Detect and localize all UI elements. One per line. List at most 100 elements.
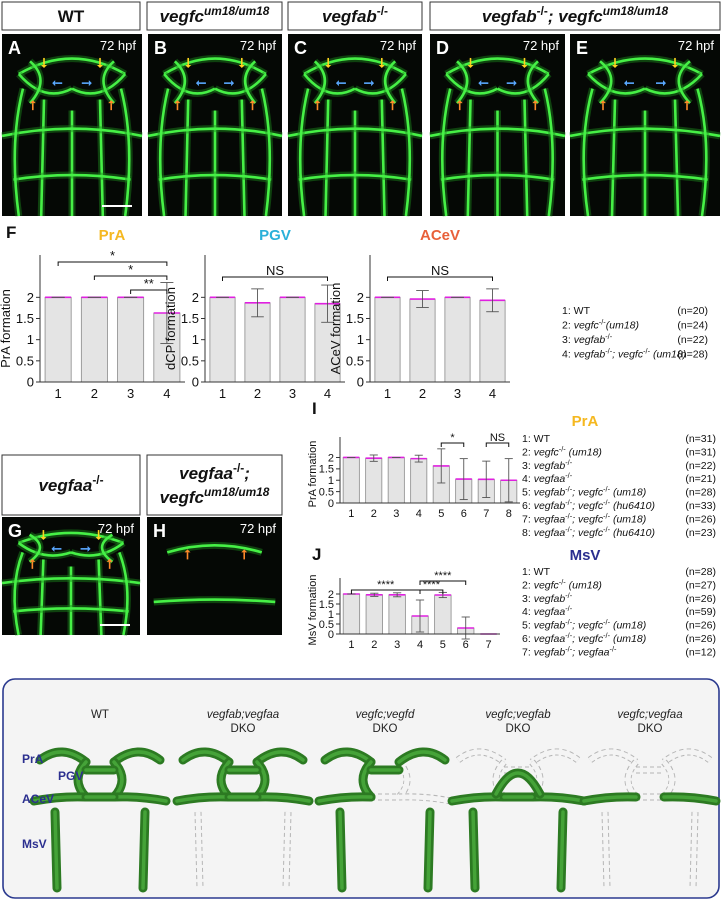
bar (365, 594, 383, 635)
arrow-head (612, 64, 618, 68)
y-tick-label: 0 (328, 498, 334, 510)
error-bar (251, 288, 264, 318)
legend-n: (n=26) (685, 513, 716, 525)
bar (342, 457, 360, 504)
x-tick-label: 1 (219, 386, 226, 401)
text-segment: 1: WT (522, 566, 551, 578)
text-segment: um18/um18 (603, 4, 669, 18)
vessel-highlight (338, 810, 344, 890)
error-bar (437, 448, 446, 484)
y-tick-label: 1.5 (181, 311, 199, 326)
y-axis-label: PrA formation (307, 441, 319, 508)
absent-vessel-core (690, 811, 698, 889)
legend-n: (n=26) (685, 633, 716, 645)
column-subtitle: DKO (638, 723, 663, 735)
vessel-highlight (53, 810, 59, 890)
arrow-head (249, 100, 256, 104)
chart-title: MsV (570, 547, 601, 564)
vessel (612, 100, 615, 216)
arrow-head (41, 64, 47, 68)
vessel (71, 543, 123, 556)
significance-label: * (450, 432, 455, 444)
vessel-highlight (255, 750, 305, 764)
legend-entry: 7: vegfab-/-; vegfaa-/- (522, 644, 617, 659)
panel-letter: B (154, 38, 167, 58)
legend-n: (n=28) (685, 566, 716, 578)
genotype-label: vegfcum18/um18 (160, 4, 270, 26)
header-box (146, 1, 283, 31)
text-segment: vegfaa (179, 464, 233, 483)
vessel (262, 89, 270, 216)
absent-vessel-core (530, 749, 580, 765)
vessels (430, 59, 565, 216)
vessels (154, 545, 276, 602)
text-segment: ; vegfaa (572, 646, 610, 658)
text-segment: -/- (537, 4, 548, 18)
x-tick-label: 1 (384, 386, 391, 401)
panel-letter: D (436, 38, 449, 58)
arrow-head (513, 80, 517, 87)
arrow-head (184, 549, 191, 553)
vessel (588, 74, 645, 93)
arrow-head (195, 80, 199, 87)
vessel (498, 74, 549, 93)
vessel (13, 175, 131, 180)
x-tick-label: 7 (483, 508, 489, 520)
vessel-highlight (141, 810, 147, 890)
arrow-head (335, 80, 339, 87)
stage-label: 72 hpf (523, 38, 560, 53)
arrow-head (663, 80, 666, 87)
arrow-head (29, 558, 36, 562)
bar (314, 303, 341, 383)
text-segment: -/- (233, 461, 244, 475)
vessel-highlight (426, 810, 432, 890)
text-segment: -/- (603, 511, 610, 520)
vessel (160, 89, 168, 216)
y-tick-label: 0 (328, 629, 334, 641)
legend-n: (n=27) (685, 579, 716, 591)
vessel (215, 74, 266, 93)
arrow-head (600, 100, 606, 104)
absent-vessel-core (398, 794, 452, 804)
text-segment: 6: (522, 633, 534, 645)
error-bar (415, 599, 425, 633)
text-segment: 7: (522, 646, 534, 658)
text-segment: 2: (522, 579, 534, 591)
genotype-label: WT (58, 7, 85, 26)
legend-entry: 1: WT (562, 305, 591, 317)
micrograph-bg (147, 517, 282, 635)
x-tick-label: 2 (254, 386, 261, 401)
text-segment: vegfab (534, 487, 566, 499)
vessels (288, 59, 422, 216)
error-bar (414, 454, 423, 463)
bar (409, 298, 436, 383)
vessel-diagram (314, 747, 452, 893)
vessel (528, 61, 538, 103)
vessel (315, 61, 325, 103)
vessel (545, 89, 553, 216)
text-segment: -/- (599, 317, 606, 326)
chart-title: PrA (99, 227, 126, 244)
text-segment: 7: (522, 513, 534, 525)
bar (209, 296, 236, 383)
text-segment: (hu6410) (610, 500, 655, 512)
vessel (582, 175, 708, 180)
text-segment: (um18) (566, 579, 602, 591)
text-segment: -/- (377, 4, 388, 18)
vessel (588, 59, 702, 74)
arrow-head (389, 100, 396, 104)
stage-label: 72 hpf (678, 38, 715, 53)
vessel (584, 89, 593, 216)
text-segment: -/- (565, 631, 572, 640)
header-box (1, 1, 141, 31)
arrow-head (238, 64, 245, 68)
vessel (167, 545, 262, 552)
vessel (2, 129, 142, 136)
vessel-highlight (559, 810, 565, 890)
column-title: vegfc;vegfaa (617, 709, 682, 721)
text-segment: vegfc (534, 446, 560, 458)
vessel (186, 100, 189, 216)
legend-n: (n=23) (685, 527, 716, 539)
text-segment: vegfaa (534, 633, 566, 645)
column-title: vegfc;vegfd (356, 709, 415, 721)
